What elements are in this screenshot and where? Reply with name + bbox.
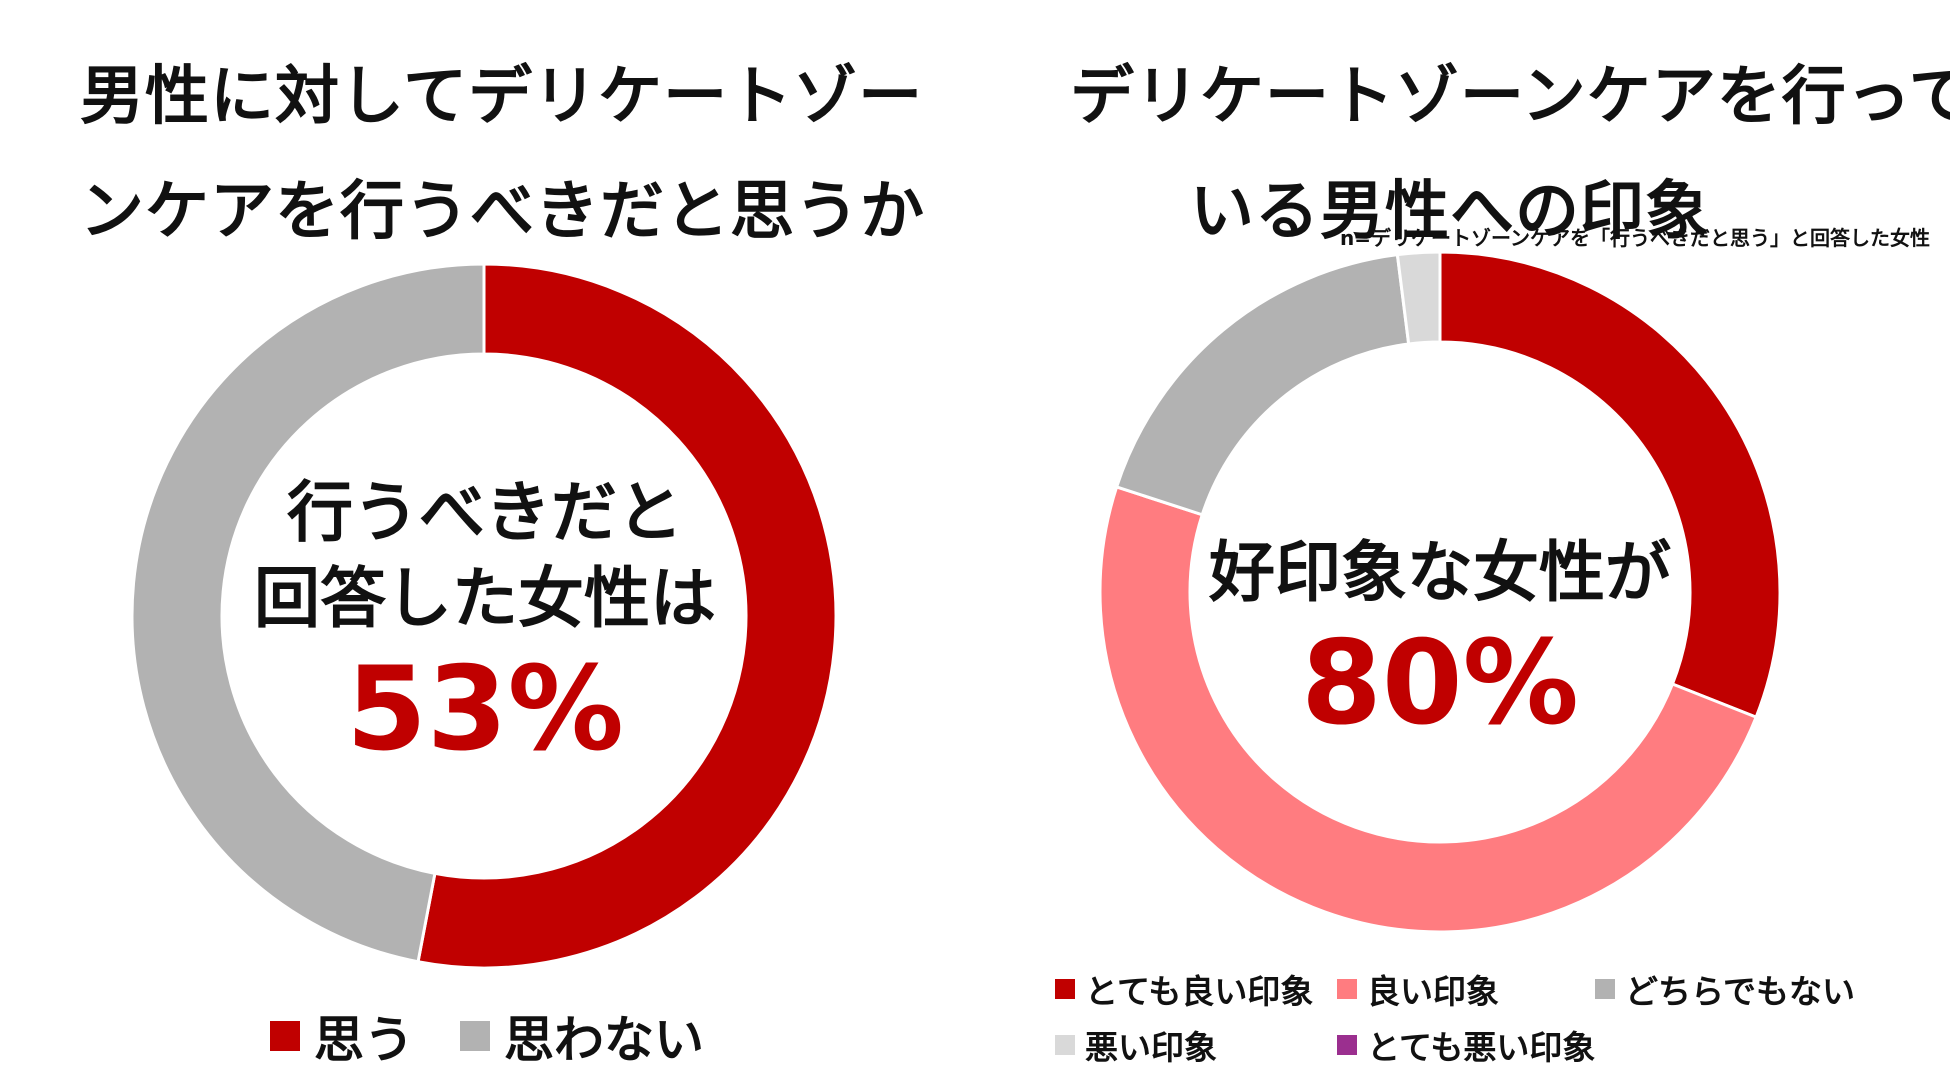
legend-right-label-2: 良い印象: [1367, 972, 1499, 1011]
right-center-label: 好印象な女性が 80%: [1150, 530, 1730, 752]
right-title-line-2: いる男性への印象: [1190, 175, 1710, 249]
left-center-value: 53%: [346, 642, 624, 777]
legend-left-label-2: 思わない: [504, 1011, 704, 1069]
legend-right-item-3: どちらでもない: [1595, 965, 1855, 1013]
right-title-line-1: デリケートゾーンケアを行って: [1070, 60, 1950, 134]
left-center-line-2: 回答した女性は: [254, 560, 716, 637]
legend-right-label-5: とても悪い印象: [1367, 1028, 1596, 1067]
left-title-line-2: ンケアを行うべきだと思うか: [80, 175, 925, 249]
donut-slice-3: [1114, 253, 1411, 517]
legend-left-label-1: 思う: [314, 1011, 414, 1069]
legend-left-swatch-2: [460, 1021, 490, 1051]
left-center-label: 行うべきだと 回答した女性は 53%: [180, 470, 790, 778]
legend-right-label-4: 悪い印象: [1085, 1028, 1217, 1067]
legend-right-label-3: どちらでもない: [1625, 972, 1856, 1011]
donut-slice-4: [1395, 252, 1442, 346]
left-title-line-1: 男性に対してデリケートゾー: [80, 60, 924, 134]
donut-chart-right: [1100, 252, 1780, 932]
donut-slice-2: [1100, 485, 1759, 932]
sample-note: n=デリケートゾーンケアを「行うべきだと思う」と回答した女性: [1340, 226, 1930, 250]
legend-right-swatch-1: [1055, 979, 1075, 999]
left-center-line-1: 行うべきだと: [287, 474, 683, 551]
legend-right-swatch-2: [1337, 979, 1357, 999]
legend-right-swatch-5: [1337, 1035, 1357, 1055]
donut-slice-2: [130, 262, 486, 964]
legend-right-swatch-4: [1055, 1035, 1075, 1055]
legend-right-item-2: 良い印象: [1337, 965, 1499, 1013]
legend-right-item-5: とても悪い印象: [1337, 1021, 1595, 1069]
legend-right-swatch-3: [1595, 979, 1615, 999]
legend-right-item-4: 悪い印象: [1055, 1021, 1217, 1069]
legend-left-item-1: 思う: [270, 1000, 414, 1072]
legend-right-item-1: とても良い印象: [1055, 965, 1313, 1013]
right-center-value: 80%: [1301, 616, 1579, 751]
legend-left-item-2: 思わない: [460, 1000, 704, 1072]
left-chart-title: 男性に対してデリケートゾー ンケアを行うべきだと思うか: [80, 40, 925, 270]
donut-slice-1: [416, 262, 838, 970]
right-chart-title: デリケートゾーンケアを行って いる男性への印象: [1070, 40, 1950, 270]
donut-chart-left: [130, 262, 838, 970]
legend-right-label-1: とても良い印象: [1085, 972, 1314, 1011]
legend-left-swatch-1: [270, 1021, 300, 1051]
right-center-line: 好印象な女性が: [1209, 534, 1671, 611]
donut-slice-1: [1438, 252, 1780, 720]
